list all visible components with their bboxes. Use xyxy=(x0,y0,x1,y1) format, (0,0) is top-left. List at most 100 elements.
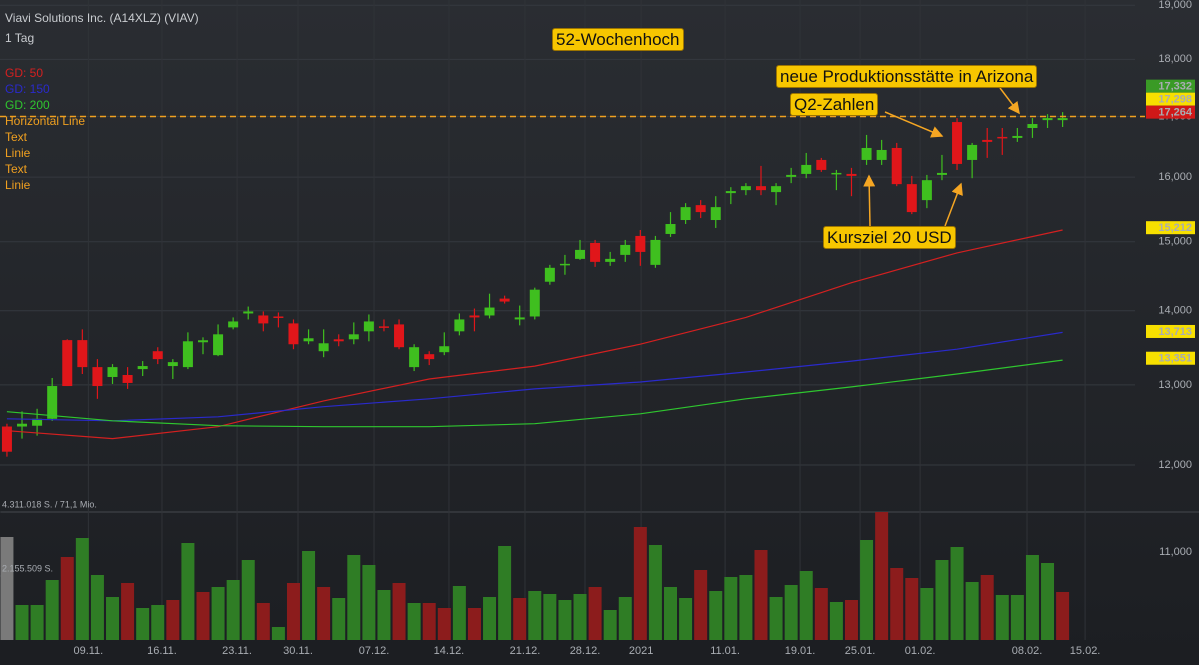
volume-bar xyxy=(15,604,29,640)
volume-bar xyxy=(920,587,934,640)
volume-bar xyxy=(1010,594,1024,640)
volume-bar xyxy=(935,559,949,640)
volume-bar xyxy=(256,602,270,640)
price-label-box xyxy=(1146,221,1195,235)
candle-body xyxy=(152,351,163,360)
price-label-box xyxy=(1146,92,1195,106)
drawing-entry: Horizontal Line xyxy=(5,114,86,128)
volume-bar xyxy=(754,549,768,640)
x-tick-label: 16.11. xyxy=(147,645,177,657)
price-label: 13,713 xyxy=(1158,326,1192,338)
y-tick-label: 16,000 xyxy=(1158,171,1192,183)
x-tick-label: 28.12. xyxy=(570,645,601,657)
price-label-box xyxy=(1146,105,1195,119)
candle-body xyxy=(680,207,691,221)
candle-body xyxy=(967,144,978,160)
volume-bar xyxy=(271,627,285,640)
x-tick-label: 15.02. xyxy=(1070,645,1101,657)
candle-body xyxy=(740,186,751,191)
candle-body xyxy=(635,235,646,252)
volume-bar xyxy=(302,551,316,640)
candle-body xyxy=(876,149,887,160)
candle-body xyxy=(1042,118,1053,121)
candle-body xyxy=(620,244,631,255)
volume-bar xyxy=(437,607,451,640)
volume-bar xyxy=(1025,554,1039,640)
annotation-arrows xyxy=(863,87,1020,227)
candle-body xyxy=(348,334,359,340)
price-label: 13,351 xyxy=(1158,353,1192,365)
candle-body xyxy=(605,258,616,262)
candle-body xyxy=(544,267,555,282)
volume-bar xyxy=(890,567,904,640)
volume-bar xyxy=(679,597,693,640)
x-tick-label: 01.02. xyxy=(905,645,936,657)
candle-body xyxy=(469,315,480,318)
candle-body xyxy=(182,341,193,368)
volume-bar xyxy=(181,542,195,640)
volume-bar xyxy=(543,593,557,640)
volume-bar xyxy=(648,544,662,640)
candle-body xyxy=(936,172,947,175)
candle-body xyxy=(288,323,299,345)
candle-body xyxy=(771,186,782,193)
volume-bar xyxy=(558,599,572,640)
volume-bar xyxy=(75,537,89,640)
candle-body xyxy=(695,205,706,213)
candle-body xyxy=(213,334,224,356)
arrow xyxy=(944,182,963,227)
candle-body xyxy=(801,164,812,174)
candle-body xyxy=(92,367,103,387)
volume-bar xyxy=(829,602,843,640)
candle-body xyxy=(590,242,601,262)
price-label: 17,332 xyxy=(1158,81,1192,93)
y-tick-label: 12,000 xyxy=(1158,459,1192,471)
volume-bar xyxy=(286,582,300,640)
volume-bar xyxy=(196,592,210,640)
volume-bar xyxy=(136,607,150,640)
candle-body xyxy=(559,263,570,266)
candle-body xyxy=(454,319,465,332)
candle-body xyxy=(725,191,736,194)
volume-bar xyxy=(241,559,255,640)
price-label-box xyxy=(1146,324,1195,338)
candle-body xyxy=(952,122,963,164)
annotation: Kursziel 20 USD xyxy=(823,226,956,249)
drawing-entry: Text xyxy=(5,162,28,176)
volume-bar xyxy=(618,597,632,640)
y-tick-label: 18,000 xyxy=(1158,53,1192,65)
volume-bar xyxy=(452,586,466,640)
moving-average xyxy=(6,331,1063,422)
candle-body xyxy=(424,354,435,360)
volume-bar xyxy=(633,527,647,640)
x-tick-label: 25.01. xyxy=(845,645,876,657)
candle-body xyxy=(167,362,178,367)
candle-body xyxy=(394,324,405,348)
candle-body xyxy=(197,340,208,343)
candle-body xyxy=(378,326,389,328)
volume-bar xyxy=(422,602,436,640)
volume-bar xyxy=(45,579,59,640)
x-tick-label: 14.12. xyxy=(434,645,465,657)
volume-bar xyxy=(226,579,240,640)
volume-bar xyxy=(709,591,723,640)
drawing-entry: Text xyxy=(5,130,28,144)
candle-body xyxy=(273,316,284,318)
candle-body xyxy=(710,207,721,221)
volume-bar xyxy=(211,587,225,640)
candle-body xyxy=(62,340,73,387)
candle-body xyxy=(77,340,88,368)
volume-bar xyxy=(151,604,165,640)
x-tick-label: 2021 xyxy=(629,645,653,657)
y-tick-label: 11,000 xyxy=(1159,546,1192,558)
volume-bar xyxy=(392,582,406,640)
candle-body xyxy=(755,186,766,191)
x-tick-label: 23.11. xyxy=(222,645,252,657)
price-label-box xyxy=(1146,79,1195,93)
candle-body xyxy=(997,136,1008,139)
drawing-entry: Linie xyxy=(5,178,31,192)
volume-bar xyxy=(814,587,828,640)
candle-body xyxy=(303,338,314,342)
